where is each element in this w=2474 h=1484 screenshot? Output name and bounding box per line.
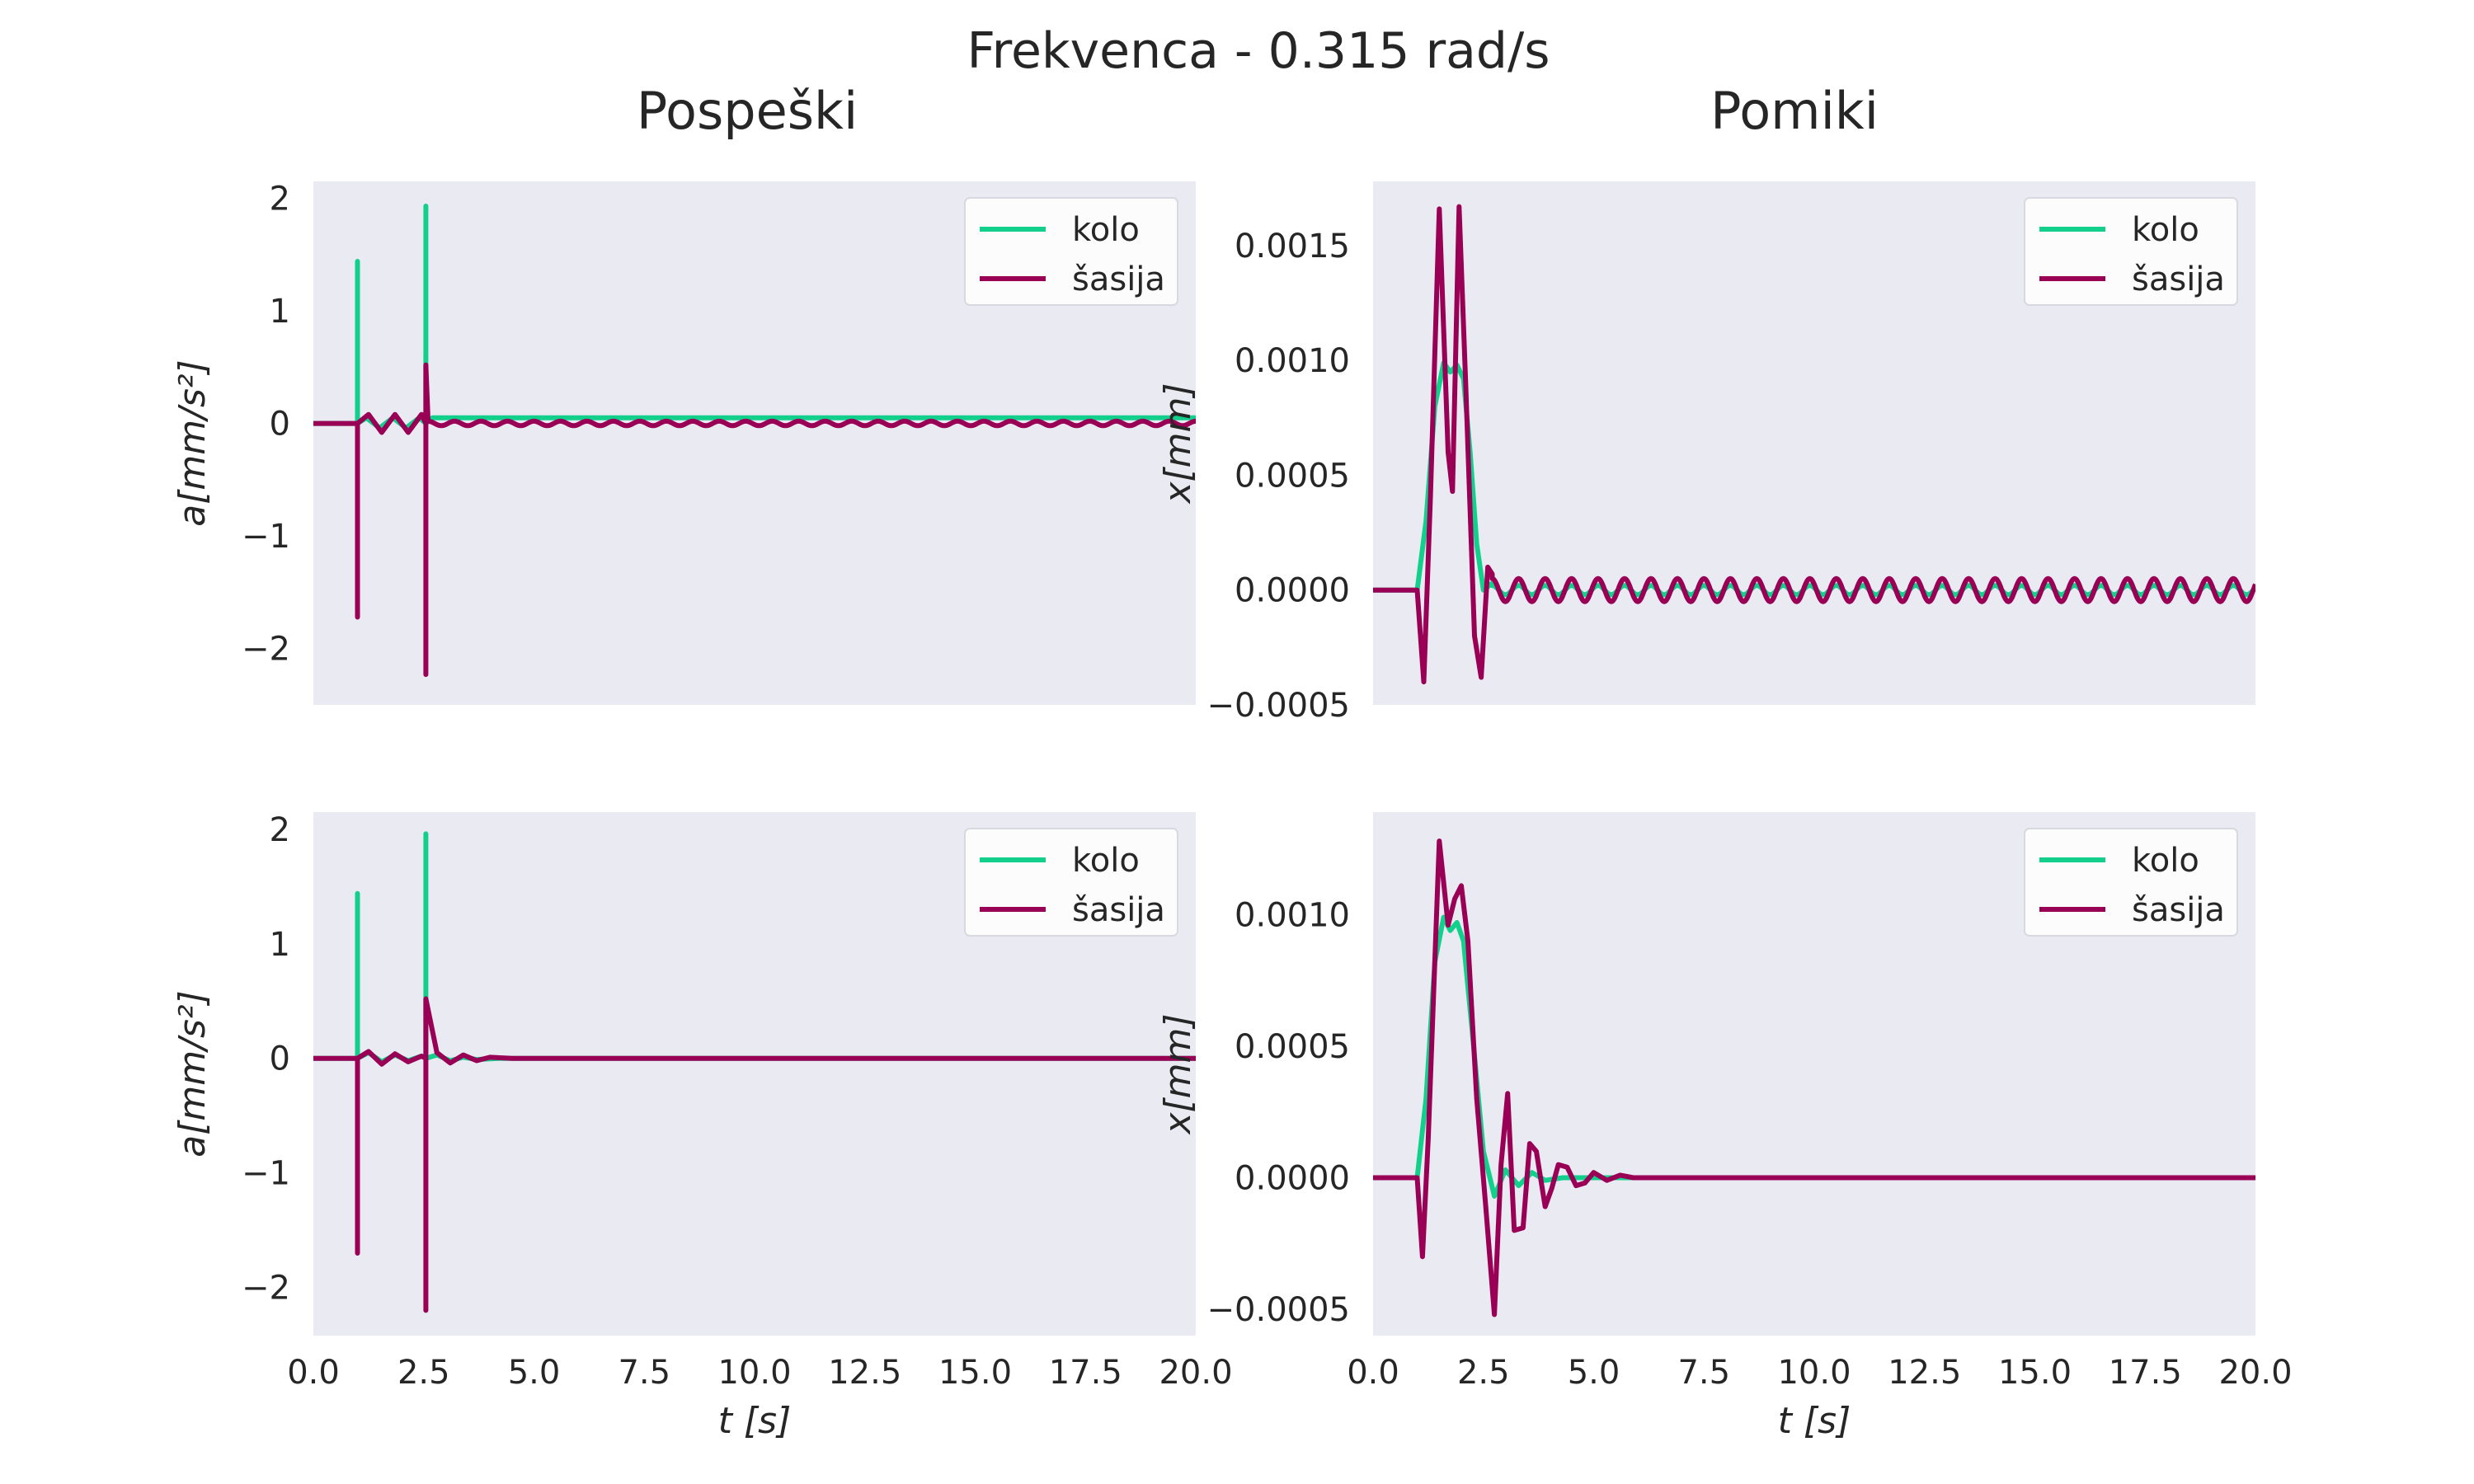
y-tick-label: 1 xyxy=(270,293,290,331)
legend-entry: kolo xyxy=(2132,211,2199,249)
y-tick-label: 0.0000 xyxy=(1235,572,1350,610)
y-tick-label: 0.0005 xyxy=(1235,457,1350,495)
panel-bottom-right: −0.0005 0.0000 0.0005 0.0010 0.0 2.5 5.0 7.5 10.… xyxy=(1157,812,2293,1442)
x-axis-label: t [s] xyxy=(1778,1400,1851,1442)
legend-entry: kolo xyxy=(1072,211,1140,249)
y-tick-label: 0.0010 xyxy=(1235,342,1350,380)
series-line-šasija xyxy=(1373,838,2255,1317)
y-tick-label: 0.0000 xyxy=(1235,1160,1350,1198)
column-title-displacements: Pomiki xyxy=(1710,81,1879,141)
y-axis-label: x[mm] xyxy=(1157,1013,1199,1135)
y-tick-label: −2 xyxy=(242,631,290,669)
y-tick-label: 2 xyxy=(270,811,290,849)
y-tick-label: −0.0005 xyxy=(1207,1291,1350,1329)
x-tick-label: 2.5 xyxy=(397,1354,450,1392)
x-tick-label: 0.0 xyxy=(287,1354,340,1392)
y-tick-label: −0.0005 xyxy=(1207,687,1350,725)
y-tick-label: 0.0015 xyxy=(1235,228,1350,265)
legend: kolo šasija xyxy=(964,197,1178,306)
x-tick-label: 10.0 xyxy=(1777,1354,1851,1392)
y-tick-label: 2 xyxy=(270,180,290,218)
legend: kolo šasija xyxy=(2024,828,2238,937)
x-tick-label: 17.5 xyxy=(2109,1354,2182,1392)
y-axis-label: a[mm/s²] xyxy=(172,990,214,1157)
y-tick-label: 0.0010 xyxy=(1235,896,1350,934)
x-tick-label: 15.0 xyxy=(938,1354,1012,1392)
legend: kolo šasija xyxy=(964,828,1178,937)
x-tick-label: 12.5 xyxy=(828,1354,901,1392)
series-line-šasija xyxy=(313,362,1196,678)
legend-entry: šasija xyxy=(2132,261,2225,298)
y-axis-label: x[mm] xyxy=(1157,383,1199,505)
x-tick-label: 12.5 xyxy=(1888,1354,1961,1392)
series-line-šasija xyxy=(1373,204,2255,685)
y-tick-label: 0 xyxy=(270,406,290,444)
legend-entry: šasija xyxy=(1072,261,1165,298)
y-tick-label: −1 xyxy=(242,1155,290,1193)
x-tick-label: 17.5 xyxy=(1049,1354,1122,1392)
y-tick-label: 1 xyxy=(270,926,290,964)
figure-suptitle: Frekvenca - 0.315 rad/s xyxy=(967,22,1550,80)
x-tick-label: 5.0 xyxy=(1568,1354,1620,1392)
x-tick-label: 7.5 xyxy=(1677,1354,1730,1392)
y-axis-label: a[mm/s²] xyxy=(172,359,214,526)
x-tick-label: 20.0 xyxy=(1159,1354,1232,1392)
x-axis-label: t [s] xyxy=(718,1400,792,1442)
x-tick-label: 5.0 xyxy=(508,1354,561,1392)
x-tick-label: 15.0 xyxy=(1998,1354,2072,1392)
legend-entry: kolo xyxy=(2132,842,2199,880)
legend-entry: kolo xyxy=(1072,842,1140,880)
x-tick-label: 7.5 xyxy=(618,1354,670,1392)
column-title-accelerations: Pospeški xyxy=(637,81,858,141)
panel-top-left: −2 −1 0 1 2 a[mm/s²] kolo šasija xyxy=(172,180,1196,705)
x-tick-label: 20.0 xyxy=(2218,1354,2292,1392)
x-tick-label: 0.0 xyxy=(1347,1354,1399,1392)
x-tick-label: 2.5 xyxy=(1457,1354,1510,1392)
panel-top-right: −0.0005 0.0000 0.0005 0.0010 0.0015 x[mm] kolo… xyxy=(1157,181,2255,725)
y-tick-label: 0 xyxy=(270,1040,290,1078)
legend: kolo šasija xyxy=(2024,197,2238,306)
x-tick-label: 10.0 xyxy=(717,1354,791,1392)
legend-entry: šasija xyxy=(1072,891,1165,929)
y-tick-label: −2 xyxy=(242,1270,290,1308)
y-tick-label: 0.0005 xyxy=(1235,1028,1350,1066)
legend-entry: šasija xyxy=(2132,891,2225,929)
series-line-šasija xyxy=(313,996,1196,1313)
y-tick-label: −1 xyxy=(242,518,290,556)
